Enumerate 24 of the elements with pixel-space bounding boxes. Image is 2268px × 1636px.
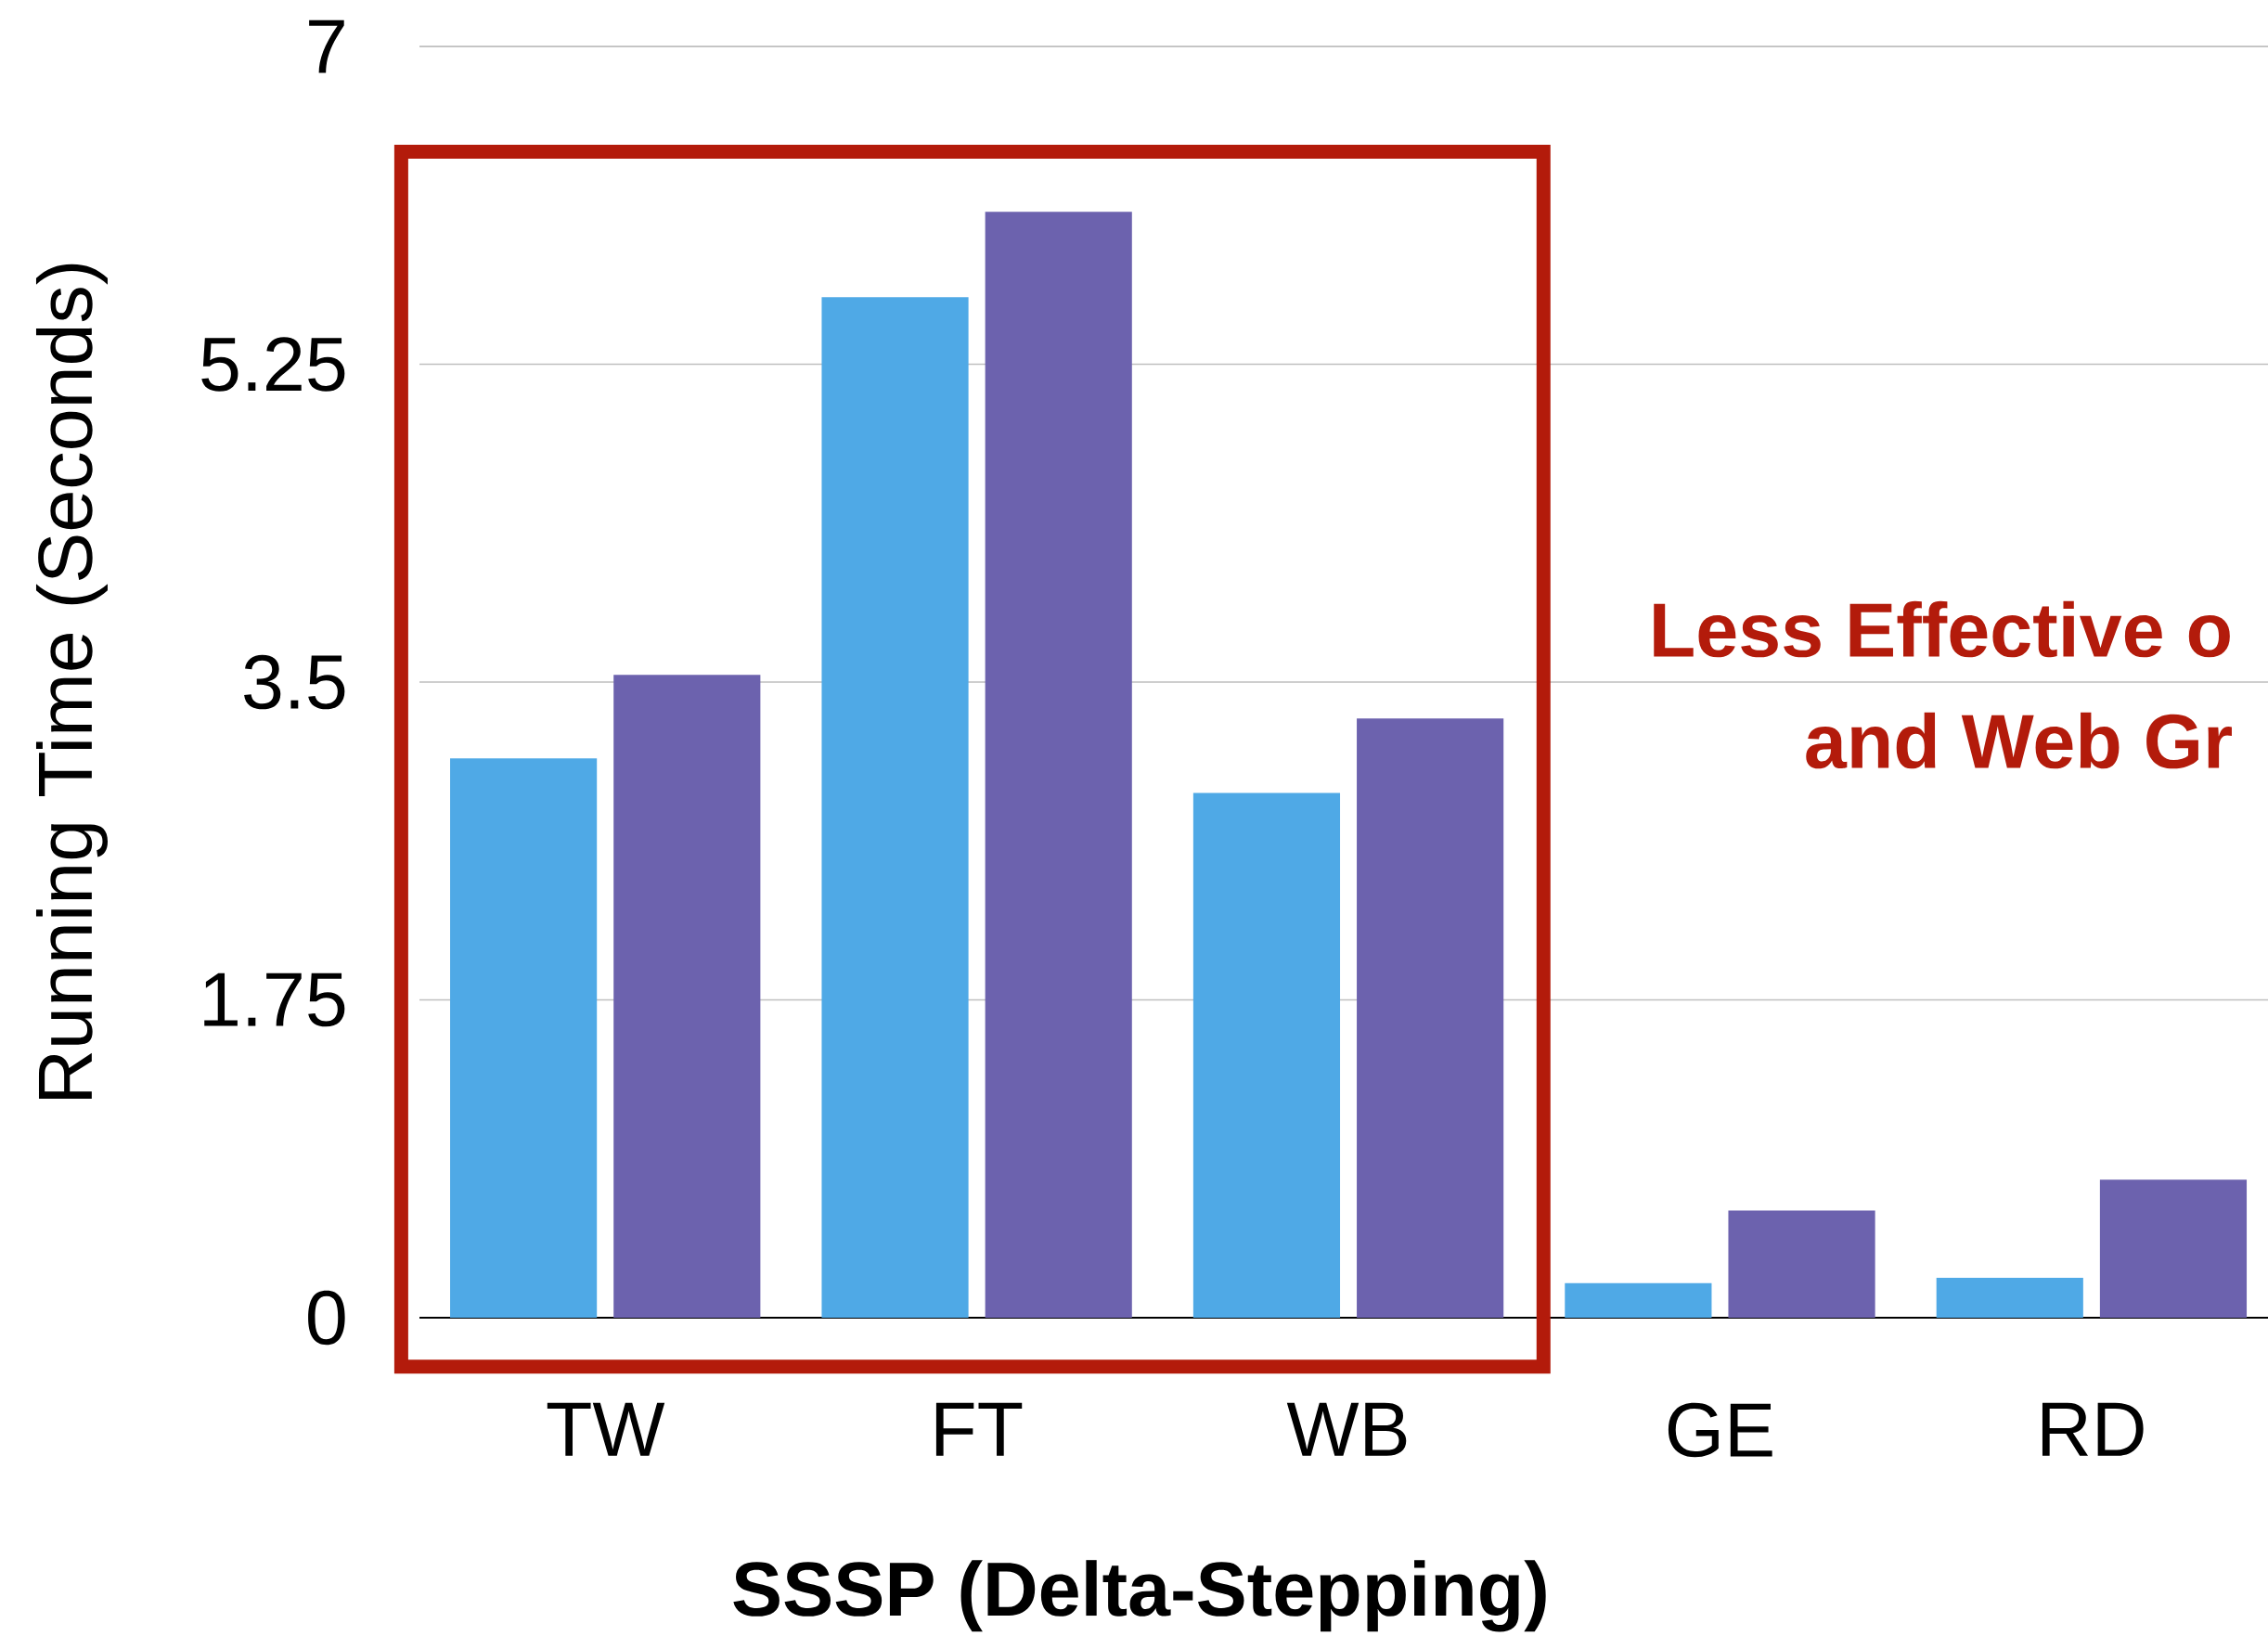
bar — [1357, 718, 1504, 1318]
bar — [821, 297, 969, 1318]
y-tick-label: 5.25 — [201, 337, 345, 392]
bar — [1936, 1277, 2083, 1318]
bar — [450, 758, 598, 1318]
x-tick-label: TW — [547, 1402, 665, 1456]
y-tick-label: 3.5 — [244, 654, 345, 710]
bar — [1565, 1282, 1712, 1318]
annotation: Less Effective o — [1654, 600, 2230, 658]
y-tick-label: 0 — [308, 1290, 345, 1346]
bar — [1192, 792, 1341, 1318]
bar — [1728, 1210, 1875, 1318]
y-tick-label: 7 — [309, 19, 344, 73]
bar — [613, 675, 761, 1318]
bar — [985, 212, 1132, 1318]
bar — [2099, 1179, 2248, 1318]
x-tick-label: GE — [1668, 1402, 1772, 1458]
annotation: and Web Gr — [1806, 712, 2232, 769]
y-axis-title: Running Time (Seconds) — [35, 264, 109, 1099]
x-tick-label: RD — [2042, 1402, 2144, 1456]
x-axis-title: SSSP (Delta-Stepping) — [733, 1560, 1546, 1632]
x-tick-label: WB — [1286, 1402, 1407, 1456]
y-tick-label: 1.75 — [204, 973, 345, 1027]
x-tick-label: FT — [935, 1402, 1023, 1456]
